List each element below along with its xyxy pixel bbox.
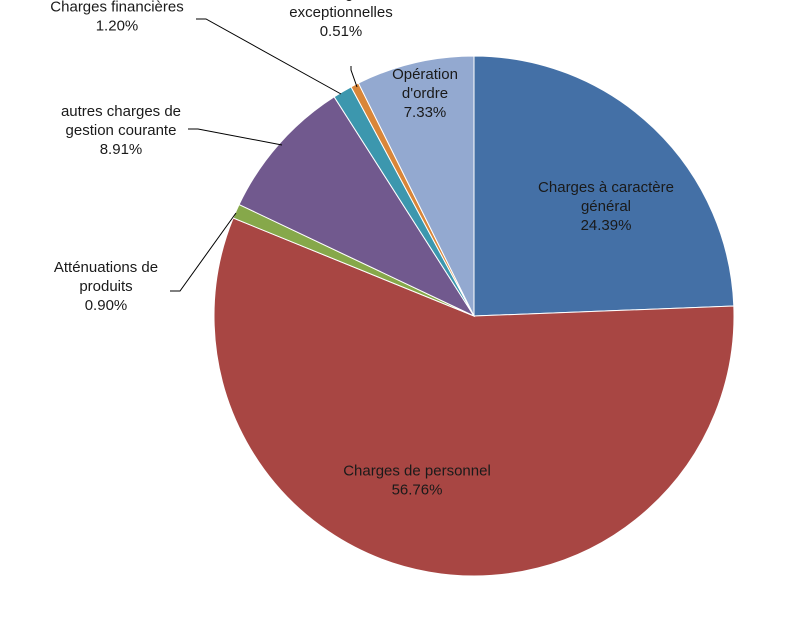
slice-labels: Charges à caractère général 24.39%Charges … bbox=[50, 0, 674, 499]
slice-value-label: 0.51% bbox=[320, 23, 363, 40]
slice-name-label: autres charges de bbox=[61, 103, 181, 120]
slice-label-autres-charges-de-gestion-courante: autres charges de gestion courante 8.91% bbox=[61, 103, 181, 158]
slice-name-label: Atténuations de bbox=[54, 259, 158, 276]
slice-name-label: Charges bbox=[313, 0, 370, 2]
pie-slices bbox=[213, 55, 735, 577]
slice-label-charges-de-personnel: Charges de personnel 56.76% bbox=[343, 463, 491, 499]
slice-label-charges-a-caractere-general: Charges à caractère général 24.39% bbox=[538, 179, 674, 234]
slice-label-charges-financieres: Charges financières 1.20% bbox=[50, 0, 183, 35]
slice-name-label: produits bbox=[79, 278, 132, 295]
slice-value-label: 7.33% bbox=[404, 104, 447, 121]
slice-value-label: 24.39% bbox=[581, 217, 632, 234]
slice-value-label: 1.20% bbox=[96, 18, 139, 35]
slice-value-label: 8.91% bbox=[100, 141, 143, 158]
slice-value-label: 56.76% bbox=[392, 482, 443, 499]
slice-label-attenuations-de-produits: Atténuations de produits 0.90% bbox=[54, 259, 158, 314]
slice-name-label: Charges à caractère bbox=[538, 179, 674, 196]
leader-line-autres-charges-de-gestion-courante bbox=[188, 128, 283, 146]
leader-line-charges-financieres bbox=[196, 18, 342, 95]
slice-value-label: 0.90% bbox=[85, 297, 128, 314]
slice-name-label: gestion courante bbox=[66, 122, 177, 139]
pie-slice-operation-d-ordre bbox=[357, 55, 475, 317]
leader-lines bbox=[170, 18, 358, 292]
slice-name-label: général bbox=[581, 198, 631, 215]
slice-label-charges-exceptionnelles: Charges exceptionnelles 0.51% bbox=[289, 0, 392, 40]
slice-name-label: exceptionnelles bbox=[289, 4, 392, 21]
slice-name-label: d'ordre bbox=[402, 85, 448, 102]
pie-slice-charges-a-caractere-general bbox=[473, 55, 735, 317]
pie-slice-charges-de-personnel bbox=[213, 217, 735, 577]
slice-name-label: Charges financières bbox=[50, 0, 183, 16]
leader-line-attenuations-de-produits bbox=[170, 212, 237, 292]
slice-name-label: Opération bbox=[392, 66, 458, 83]
leader-line-charges-exceptionnelles bbox=[350, 66, 358, 88]
slice-name-label: Charges de personnel bbox=[343, 463, 491, 480]
slice-label-operation-d-ordre: Opération d'ordre 7.33% bbox=[392, 66, 458, 121]
